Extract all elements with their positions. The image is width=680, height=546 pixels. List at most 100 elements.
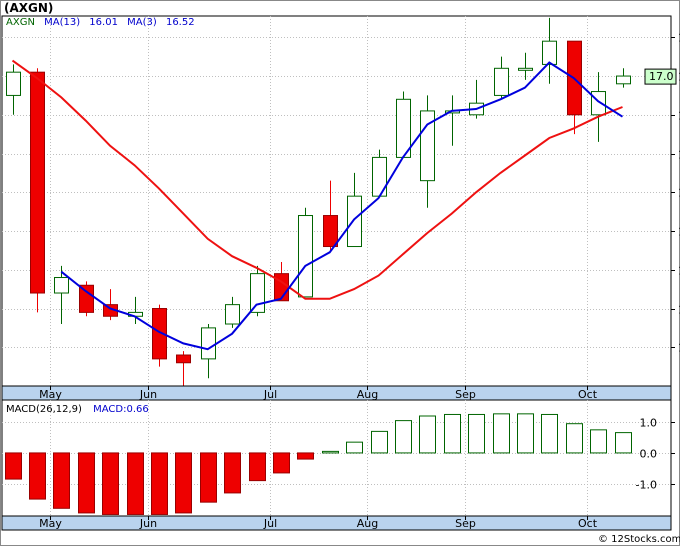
month-label: Sep <box>455 388 476 401</box>
month-axis-bottom: May Jun Jul Aug Sep Oct <box>1 515 672 531</box>
candle-body <box>176 354 191 364</box>
macd-y-axis: 1.0 0.0 -1.0 <box>636 417 675 492</box>
price-y-tick-label: 18.0 <box>678 32 680 45</box>
legend-symbol: AXGN <box>6 17 35 28</box>
ma3-line <box>60 61 624 351</box>
last-price-box: 17.0 <box>644 68 677 85</box>
month-label: Jun <box>139 388 157 401</box>
macd-bar <box>175 452 192 514</box>
chart-title: (AXGN) <box>4 1 53 15</box>
candle-body <box>591 91 606 116</box>
last-price-label: 17.0 <box>649 70 674 83</box>
price-candles <box>6 17 631 386</box>
macd-bar <box>297 452 314 460</box>
candle <box>518 52 533 80</box>
candle-body <box>54 277 69 294</box>
candle <box>6 64 21 115</box>
price-y-tick-label: 11.0 <box>678 304 680 317</box>
candle-body <box>347 195 362 248</box>
macd-bar <box>249 452 266 482</box>
price-y-tick-label: 16.0 <box>678 110 680 123</box>
month-label: Oct <box>578 388 598 401</box>
candle <box>494 56 509 100</box>
macd-bar <box>322 450 339 454</box>
candle-body <box>6 71 21 96</box>
candle <box>79 281 94 317</box>
macd-bar <box>53 452 70 509</box>
month-axis-top: May Jun Jul Aug Sep Oct <box>1 385 672 401</box>
macd-bar <box>78 452 95 514</box>
candle-body <box>152 308 167 360</box>
macd-bar <box>371 430 388 454</box>
macd-panel: 1.0 0.0 -1.0 MACD(26,12,9) MACD:0.66 <box>1 399 675 517</box>
candle <box>616 68 631 88</box>
macd-bar <box>541 413 558 454</box>
price-y-tick-label: 15.0 <box>678 149 680 162</box>
month-label: Aug <box>357 388 378 401</box>
month-label: Jun <box>139 517 157 530</box>
month-labels-bottom: May Jun Jul Aug Sep Oct <box>39 516 598 530</box>
candle <box>542 17 557 84</box>
legend-ma3-label: MA(3) <box>127 17 157 28</box>
macd-bar <box>444 413 461 454</box>
month-label: Sep <box>455 517 476 530</box>
last-price-rect <box>644 68 677 85</box>
candle-body <box>323 215 338 248</box>
candle <box>396 91 411 158</box>
candle <box>201 324 216 379</box>
macd-bar <box>615 432 632 454</box>
macd-legend: MACD(26,12,9) MACD:0.66 <box>6 404 149 415</box>
macd-bar <box>419 415 436 454</box>
candle-body <box>616 75 631 85</box>
month-label: Oct <box>578 517 598 530</box>
price-y-axis: 10.0 11.0 12.0 13.0 14.0 15.0 16.0 17.0 18.0 <box>671 32 680 355</box>
price-y-tick-label: 17.0 <box>678 71 680 84</box>
macd-bar <box>200 452 217 503</box>
month-label: May <box>39 388 62 401</box>
macd-bar <box>590 429 607 454</box>
macd-legend-value: MACD:0.66 <box>93 404 149 415</box>
price-panel: 10.0 11.0 12.0 13.0 14.0 15.0 16.0 17.0 18.0 17.… <box>1 15 680 387</box>
candle-body <box>298 215 313 298</box>
price-y-tick-label: 13.0 <box>678 226 680 239</box>
month-label: Aug <box>357 517 378 530</box>
macd-bar <box>29 452 46 500</box>
candle-body <box>79 284 94 313</box>
legend-ma13-label: MA(13) <box>44 17 80 28</box>
month-label: May <box>39 517 62 530</box>
macd-legend-label: MACD(26,12,9) <box>6 404 82 415</box>
price-plot-area <box>1 15 672 387</box>
month-axis-band <box>1 385 672 401</box>
macd-bar <box>151 452 168 515</box>
ma13-line <box>11 59 623 300</box>
macd-y-tick-label: 1.0 <box>640 417 658 430</box>
month-label: Jul <box>263 388 277 401</box>
macd-bar <box>566 423 583 454</box>
candle-body <box>250 273 265 313</box>
candle-body <box>542 40 557 65</box>
candle-body <box>372 156 387 197</box>
month-axis-band-bottom <box>1 515 672 531</box>
legend-ma13-value: 16.01 <box>89 17 118 28</box>
candle <box>30 68 45 313</box>
macd-y-tick-label: -1.0 <box>636 479 657 492</box>
macd-bar <box>493 413 510 454</box>
candle <box>225 296 240 328</box>
month-label: Jul <box>263 517 277 530</box>
candle <box>152 304 167 367</box>
candle <box>176 351 191 386</box>
price-y-tick-label: 10.0 <box>678 342 680 355</box>
macd-bar <box>346 441 363 454</box>
price-y-tick-label: 12.0 <box>678 265 680 278</box>
macd-bar <box>127 452 144 515</box>
macd-y-tick-label: 0.0 <box>640 448 658 461</box>
candle <box>54 265 69 325</box>
macd-bar <box>5 452 22 480</box>
macd-bars <box>5 413 632 515</box>
candle-body <box>30 71 45 294</box>
month-labels-top: May Jun Jul Aug Sep Oct <box>39 386 598 401</box>
candle <box>347 172 362 248</box>
candle-body <box>494 67 509 96</box>
macd-bar <box>517 413 534 454</box>
